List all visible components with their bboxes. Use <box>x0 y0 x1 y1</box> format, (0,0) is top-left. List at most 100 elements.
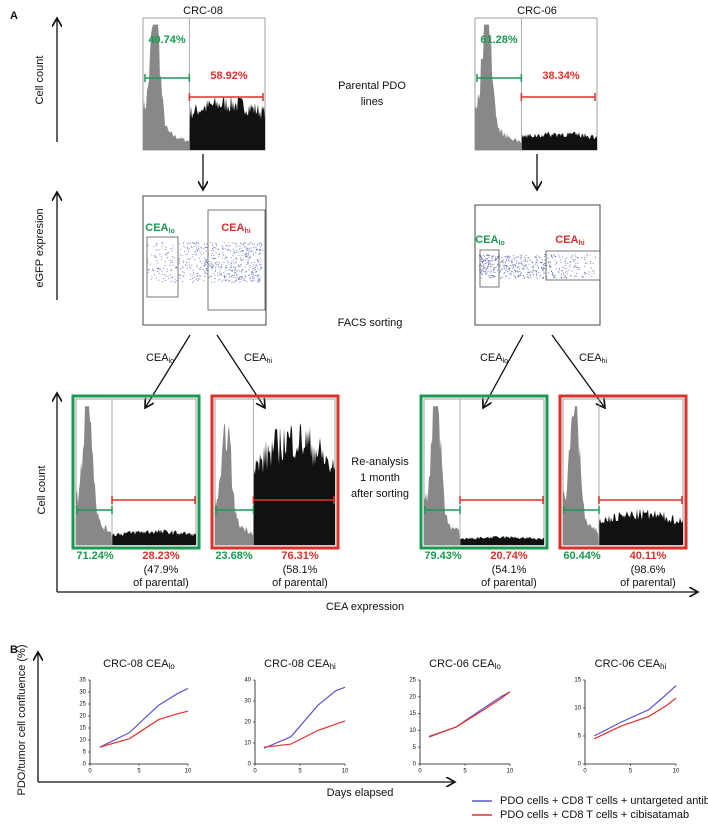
facs-dot <box>205 246 207 248</box>
facs-dot <box>225 267 227 269</box>
facs-dot <box>486 254 488 256</box>
facs-dot <box>187 243 189 245</box>
facs-dot <box>524 259 526 261</box>
facs-dot <box>539 274 541 276</box>
facs-dot <box>565 261 567 263</box>
facs-dot <box>204 271 206 273</box>
facs-dot <box>170 270 172 272</box>
title-sub: lo <box>495 662 502 671</box>
facs-dot <box>215 267 217 269</box>
facs-dot <box>242 250 244 252</box>
facs-dot <box>539 257 541 259</box>
facs-dot <box>565 271 567 273</box>
facs-dot <box>584 272 586 274</box>
facs-dot <box>178 243 180 245</box>
facs-dot <box>222 251 224 253</box>
facs-dot <box>488 260 490 262</box>
facs-dot <box>165 246 167 248</box>
facs-dot <box>486 257 488 259</box>
facs-dot <box>229 245 231 247</box>
facs-dot <box>541 268 543 270</box>
facs-dot <box>179 277 181 279</box>
facs-dot <box>172 264 174 266</box>
facs-dot <box>206 243 208 245</box>
facs-dot <box>524 265 526 267</box>
facs-dot <box>198 245 200 247</box>
facs-dot <box>261 249 263 251</box>
facs-dot <box>180 268 182 270</box>
facs-dot <box>249 274 251 276</box>
facs-dot <box>483 270 485 272</box>
facs-dot <box>490 265 492 267</box>
facs-dot <box>525 254 527 256</box>
facs-dot <box>489 260 491 262</box>
chart-title: CRC-08 CEAlo <box>103 658 175 671</box>
facs-dot <box>247 260 249 262</box>
facs-dot <box>571 256 573 258</box>
facs-dot <box>560 276 562 278</box>
facs-dot <box>257 268 259 270</box>
facs-dot <box>248 274 250 276</box>
title-sub: hi <box>660 662 666 671</box>
facs-dot <box>492 260 494 262</box>
facs-dot <box>590 267 592 269</box>
facs-dot <box>581 257 583 259</box>
facs-dot <box>497 264 499 266</box>
y-tick-label: 35 <box>79 678 86 684</box>
facs-dot <box>516 260 518 262</box>
facs-dot <box>189 258 191 260</box>
facs-dot <box>232 248 234 250</box>
facs-dot <box>482 259 484 261</box>
facs-dot <box>165 275 167 277</box>
facs-dot <box>259 249 261 251</box>
facs-dot <box>553 275 555 277</box>
facs-dot <box>532 267 534 269</box>
arrow-label: CEAhi <box>579 352 608 365</box>
facs-dot <box>575 275 577 277</box>
facs-dot <box>527 269 529 271</box>
facs-dot <box>217 275 219 277</box>
facs-dot <box>536 277 538 279</box>
facs-dot <box>544 259 546 261</box>
facs-dot <box>187 248 189 250</box>
facs-dot <box>198 247 200 249</box>
facs-dot <box>196 266 198 268</box>
facs-dot <box>575 264 577 266</box>
facs-dot <box>185 253 187 255</box>
facs-dot <box>226 244 228 246</box>
facs-dot <box>505 276 507 278</box>
facs-dot <box>194 243 196 245</box>
facs-dot <box>225 256 227 258</box>
parental-note: of parental) <box>272 577 328 589</box>
facs-dot <box>217 249 219 251</box>
facs-dot <box>222 248 224 250</box>
facs-dot <box>186 267 188 269</box>
y-tick-label: 20 <box>244 720 251 726</box>
facs-dot <box>480 255 482 257</box>
facs-dot <box>156 256 158 258</box>
facs-dot <box>204 260 206 262</box>
facs-dot <box>558 268 560 270</box>
facs-gate <box>207 209 266 311</box>
facs-dot <box>204 273 206 275</box>
facs-dot <box>237 276 239 278</box>
facs-dot <box>178 258 180 260</box>
facs-dot <box>507 256 509 258</box>
parental-note: (54.1% <box>492 564 527 576</box>
facs-dot <box>223 261 225 263</box>
facs-dot <box>508 267 510 269</box>
facs-dot <box>519 263 521 265</box>
parental-note: (98.6% <box>631 564 666 576</box>
facs-dot <box>574 265 576 267</box>
facs-dot <box>230 266 232 268</box>
facs-dot <box>516 256 518 258</box>
facs-dot <box>535 263 537 265</box>
facs-dot <box>520 258 522 260</box>
facs-dot <box>588 271 590 273</box>
facs-dot <box>518 275 520 277</box>
facs-dot <box>528 263 530 265</box>
facs-dot <box>176 280 178 282</box>
facs-dot <box>248 258 250 260</box>
facs-dot <box>246 255 248 257</box>
facs-dot <box>196 242 198 244</box>
